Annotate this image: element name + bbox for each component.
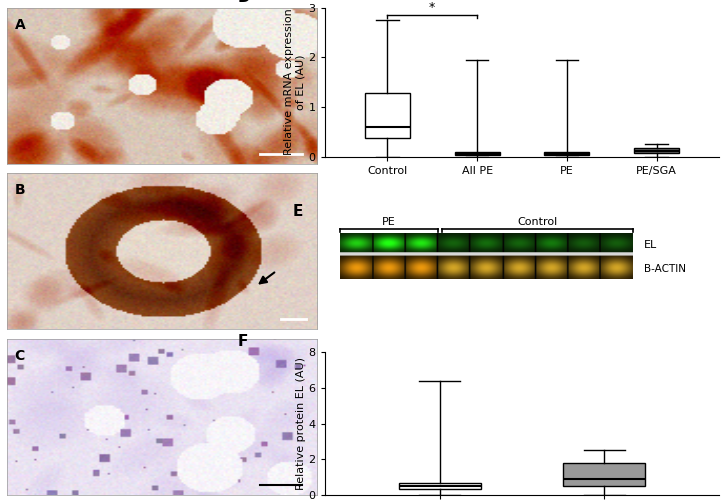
Y-axis label: Relative mRNA expression
of EL (AU): Relative mRNA expression of EL (AU) <box>284 8 306 156</box>
Text: C: C <box>14 349 25 363</box>
PathPatch shape <box>634 148 679 152</box>
PathPatch shape <box>365 93 410 138</box>
Text: Control: Control <box>517 216 557 226</box>
PathPatch shape <box>455 152 500 155</box>
Text: EL: EL <box>644 240 658 250</box>
PathPatch shape <box>398 483 481 489</box>
Text: B-ACTIN: B-ACTIN <box>644 264 686 274</box>
Text: D: D <box>238 0 250 4</box>
Text: A: A <box>14 18 25 32</box>
PathPatch shape <box>544 152 589 155</box>
PathPatch shape <box>563 463 646 486</box>
Text: F: F <box>238 334 248 349</box>
Text: E: E <box>293 204 304 219</box>
Y-axis label: Relative protein EL (AU): Relative protein EL (AU) <box>296 357 306 490</box>
Text: PE: PE <box>382 216 396 226</box>
Text: B: B <box>14 184 25 198</box>
Text: *: * <box>429 1 435 14</box>
